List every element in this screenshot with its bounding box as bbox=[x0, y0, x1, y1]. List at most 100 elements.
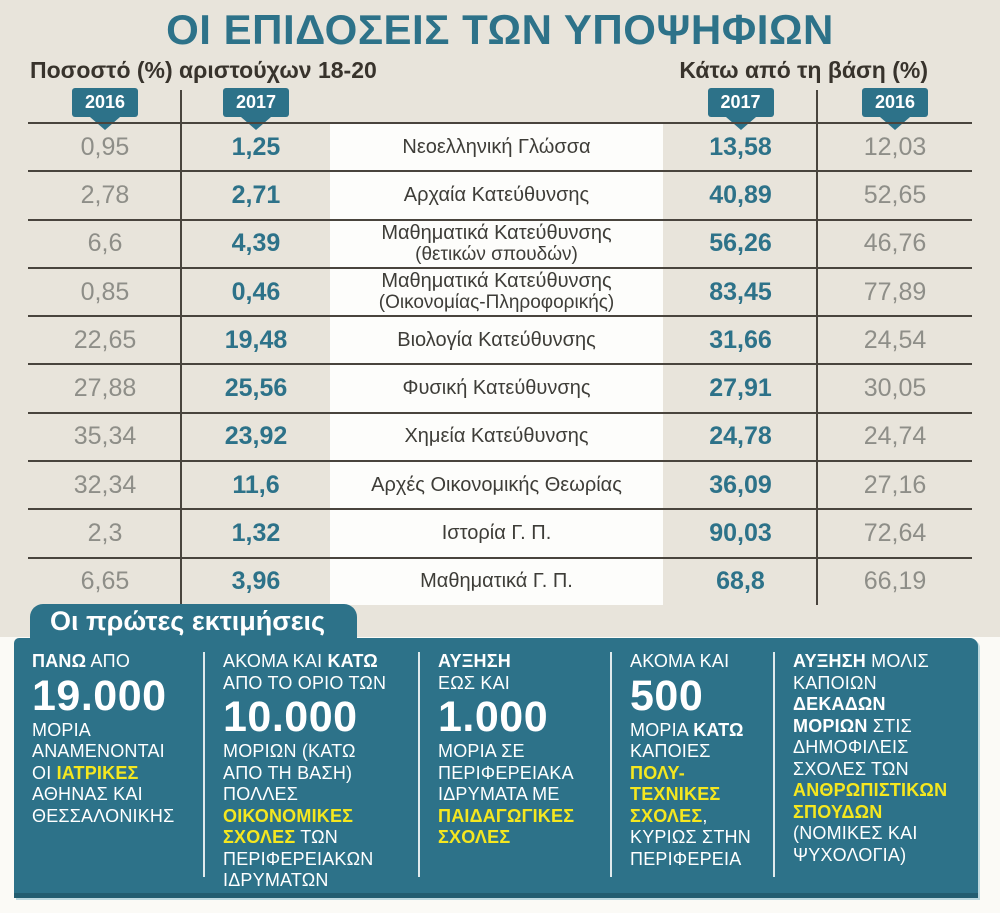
text-segment: ΑΚΟΜΑ ΚΑΙ bbox=[223, 651, 328, 671]
cell-subject: Βιολογία Κατεύθυνσης bbox=[330, 317, 663, 364]
estimate-line: ΚΑΠΟΙΕΣ bbox=[630, 741, 763, 763]
cell-2017-right: 36,09 bbox=[709, 470, 772, 499]
cell-2017-left: 1,32 bbox=[231, 519, 281, 548]
highlight-segment: ΠΑΙΔΑΓΩΓΙΚΕΣ bbox=[438, 805, 575, 826]
text-segment: ΟΙ bbox=[32, 762, 57, 783]
estimate-column: ΑΥΞΗΣΗ ΜΟΛΙΣ ΚΑΠΟΙΩΝ ΔΕΚΑΔΩΝ ΜΟΡΙΩΝ ΣΤΙΣ ΔΗΜ… bbox=[775, 638, 978, 893]
cell-2017-left: 23,92 bbox=[224, 422, 288, 451]
text-segment: ΜΟΡΙΩΝ (ΚΑΤΩ bbox=[223, 741, 356, 761]
text-segment: ΘΕΣΣΑΛΟΝΙΚΗΣ bbox=[32, 805, 175, 826]
estimate-line: ΠΕΡΙΦΕΡΕΙΑΚΩΝ bbox=[223, 849, 408, 871]
cell-2017-left: 1,25 bbox=[231, 132, 281, 161]
subject-label: Νεοελληνική Γλώσσα bbox=[402, 135, 591, 158]
cell-subject: Νεοελληνική Γλώσσα bbox=[330, 124, 663, 171]
cell-subject: Μαθηματικά Κατεύθυνσης (Οικονομίας-Πληροφ… bbox=[330, 268, 663, 316]
table-row: 35,34 23,92 Χημεία Κατεύθυνσης 24,78 24,74 bbox=[28, 411, 972, 461]
cell-2017-right: 56,26 bbox=[709, 229, 772, 258]
estimate-line: 1.000 bbox=[438, 694, 600, 741]
left-group-label: Ποσοστό (%) αριστούχων 18-20 bbox=[30, 57, 377, 83]
year-badge-2017-right: 2017 bbox=[707, 88, 774, 117]
text-segment: ΣΧΟΛΕΣ ΤΩΝ bbox=[793, 758, 909, 779]
text-segment: ΠΟΛΛΕΣ bbox=[223, 784, 299, 804]
cell-2017-right: 90,03 bbox=[709, 519, 772, 548]
estimates-divider bbox=[773, 652, 775, 877]
estimate-line: ΑΘΗΝΑΣ ΚΑΙ bbox=[32, 784, 193, 806]
estimate-line: ΠΑΝΩ ΑΠΟ bbox=[32, 651, 193, 673]
table-row: 0,95 1,25 Νεοελληνική Γλώσσα 13,58 12,03 bbox=[28, 122, 972, 171]
estimate-line: ΜΟΡΙΑ ΣΕ bbox=[438, 741, 600, 763]
cell-subject: Μαθηματικά Κατεύθυνσης (θετικών σπουδών) bbox=[330, 220, 663, 267]
text-segment: ΚΥΡΙΩΣ ΣΤΗΝ bbox=[630, 827, 751, 847]
highlight-segment: ΣΧΟΛΕΣ bbox=[223, 827, 296, 847]
estimate-line: ΔΕΚΑΔΩΝ bbox=[793, 694, 968, 716]
cell-2016-left: 6,65 bbox=[80, 567, 130, 596]
cell-2016-left: 2,78 bbox=[80, 180, 130, 209]
table-row: 27,88 25,56 Φυσική Κατεύθυνσης 27,91 30,05 bbox=[28, 363, 972, 412]
estimate-line: ΨΥΧΟΛΟΓΙΑ) bbox=[793, 845, 968, 867]
column-divider-left bbox=[180, 90, 182, 605]
text-segment: ΑΝΑΜΕΝΟΝΤΑΙ bbox=[32, 741, 165, 761]
estimate-line: ΣΧΟΛΕΣ bbox=[438, 827, 600, 849]
estimates-panel: ΠΑΝΩ ΑΠΟ 19.000 ΜΟΡΙΑ ΑΝΑΜΕΝΟΝΤΑΙ ΟΙ ΙΑΤΡΙΚΕ… bbox=[14, 638, 978, 898]
estimate-line: ΜΟΡΙΩΝ (ΚΑΤΩ bbox=[223, 741, 408, 763]
estimate-line: ΜΟΡΙΑ ΚΑΤΩ bbox=[630, 720, 763, 742]
text-segment: ΠΑΝΩ bbox=[32, 651, 87, 671]
estimate-line: 500 bbox=[630, 672, 763, 720]
text-segment: ΑΥΞΗΣΗ bbox=[438, 651, 511, 671]
badge-cell: 2016 bbox=[818, 88, 972, 117]
highlight-segment: ΑΝΘΡΩΠΙΣΤΙΚΩΝ bbox=[793, 780, 948, 800]
text-segment: ΙΔΡΥΜΑΤΩΝ bbox=[223, 870, 329, 890]
estimates-divider bbox=[203, 652, 205, 877]
text-segment: ΑΠΟ ΤΗ ΒΑΣΗ) bbox=[223, 762, 353, 783]
estimate-column: ΑΚΟΜΑ ΚΑΙ ΚΑΤΩ ΑΠΟ ΤΟ ΟΡΙΟ ΤΩΝ 10.000 ΜΟΡΙΩ… bbox=[205, 638, 418, 893]
headline-number: 19.000 bbox=[32, 671, 167, 720]
estimate-line: ΑΚΟΜΑ ΚΑΙ ΚΑΤΩ bbox=[223, 651, 408, 673]
cell-2016-right: 77,89 bbox=[863, 277, 927, 306]
cell-2016-right: 72,64 bbox=[863, 519, 927, 548]
cell-subject: Αρχές Οικονομικής Θεωρίας bbox=[330, 462, 663, 509]
table-row: 2,78 2,71 Αρχαία Κατεύθυνσης 40,89 52,65 bbox=[28, 170, 972, 219]
right-group-label: Κάτω από τη βάση (%) bbox=[679, 57, 928, 83]
estimate-line: ΣΧΟΛΕΣ, bbox=[630, 806, 763, 828]
estimate-line: ΠΑΙΔΑΓΩΓΙΚΕΣ bbox=[438, 806, 600, 828]
estimates-tab: Οι πρώτες εκτιμήσεις bbox=[30, 604, 357, 639]
cell-2016-right: 12,03 bbox=[863, 132, 927, 161]
estimate-line: 19.000 bbox=[32, 671, 193, 720]
subject-label: Φυσική Κατεύθυνσης bbox=[402, 377, 591, 400]
table-row: 0,85 0,46 Μαθηματικά Κατεύθυνσης (Οικονομία… bbox=[28, 266, 972, 316]
estimate-line: ΜΟΡΙΩΝ ΣΤΙΣ bbox=[793, 716, 968, 738]
estimate-line: ΙΔΡΥΜΑΤΑ ΜΕ bbox=[438, 784, 600, 806]
text-segment: ΜΟΡΙΩΝ bbox=[793, 715, 868, 736]
text-segment: ΣΤΙΣ bbox=[867, 715, 912, 736]
estimate-line: ΠΕΡΙΦΕΡΕΙΑ bbox=[630, 849, 763, 871]
estimate-line: ΤΕΧΝΙΚΕΣ bbox=[630, 784, 763, 806]
text-segment: ΜΟΡΙΑ bbox=[32, 719, 92, 740]
cell-2017-left: 3,96 bbox=[231, 567, 281, 596]
subject-label: Μαθηματικά Κατεύθυνσης bbox=[381, 270, 612, 293]
text-segment: ΑΥΞΗΣΗ bbox=[793, 651, 866, 671]
estimate-line: ΜΟΡΙΑ bbox=[32, 720, 193, 742]
text-segment: ΑΠΟ bbox=[86, 651, 131, 671]
estimate-line: ΙΔΡΥΜΑΤΩΝ bbox=[223, 870, 408, 892]
badge-label: 2017 bbox=[720, 92, 761, 112]
cell-2016-left: 6,6 bbox=[87, 229, 123, 258]
estimate-column: ΑΚΟΜΑ ΚΑΙ 500 ΜΟΡΙΑ ΚΑΤΩ ΚΑΠΟΙΕΣ ΠΟΛΥ- ΤΕΧΝΙΚ… bbox=[612, 638, 773, 893]
cell-2016-right: 27,16 bbox=[863, 470, 927, 499]
estimate-line: ΔΗΜΟΦΙΛΕΙΣ bbox=[793, 737, 968, 759]
text-segment: (ΝΟΜΙΚΕΣ ΚΑΙ bbox=[793, 823, 918, 843]
highlight-segment: ΣΧΟΛΕΣ bbox=[438, 827, 511, 847]
text-segment: ΚΑΠΟΙΩΝ bbox=[793, 672, 877, 693]
cell-2017-left: 19,48 bbox=[224, 325, 288, 354]
estimate-line: ΑΠΟ ΤΗ ΒΑΣΗ) bbox=[223, 763, 408, 785]
text-segment: ΜΟΡΙΑ ΣΕ bbox=[438, 741, 525, 761]
text-segment: ΜΟΡΙΑ bbox=[630, 719, 694, 740]
cell-2016-left: 2,3 bbox=[87, 519, 123, 548]
estimate-line: (ΝΟΜΙΚΕΣ ΚΑΙ bbox=[793, 823, 968, 845]
estimate-line: ΟΙ ΙΑΤΡΙΚΕΣ bbox=[32, 763, 193, 785]
cell-2016-right: 46,76 bbox=[863, 229, 927, 258]
cell-2016-left: 32,34 bbox=[73, 470, 137, 499]
text-segment: ΑΘΗΝΑΣ ΚΑΙ bbox=[32, 784, 143, 804]
cell-2017-right: 40,89 bbox=[709, 180, 772, 209]
cell-2017-right: 24,78 bbox=[709, 422, 772, 451]
cell-2017-left: 2,71 bbox=[231, 180, 281, 209]
